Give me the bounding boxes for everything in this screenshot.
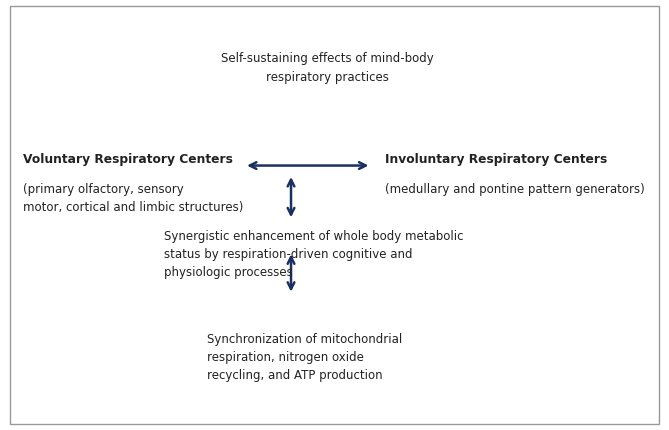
Text: Involuntary Respiratory Centers: Involuntary Respiratory Centers — [385, 153, 607, 166]
Text: (primary olfactory, sensory
motor, cortical and limbic structures): (primary olfactory, sensory motor, corti… — [23, 183, 244, 214]
Text: Voluntary Respiratory Centers: Voluntary Respiratory Centers — [23, 153, 233, 166]
Text: Self-sustaining effects of mind-body
respiratory practices: Self-sustaining effects of mind-body res… — [221, 52, 434, 83]
Text: Synergistic enhancement of whole body metabolic
status by respiration-driven cog: Synergistic enhancement of whole body me… — [164, 230, 464, 279]
Text: (medullary and pontine pattern generators): (medullary and pontine pattern generator… — [385, 183, 644, 196]
Text: Synchronization of mitochondrial
respiration, nitrogen oxide
recycling, and ATP : Synchronization of mitochondrial respira… — [207, 333, 403, 382]
